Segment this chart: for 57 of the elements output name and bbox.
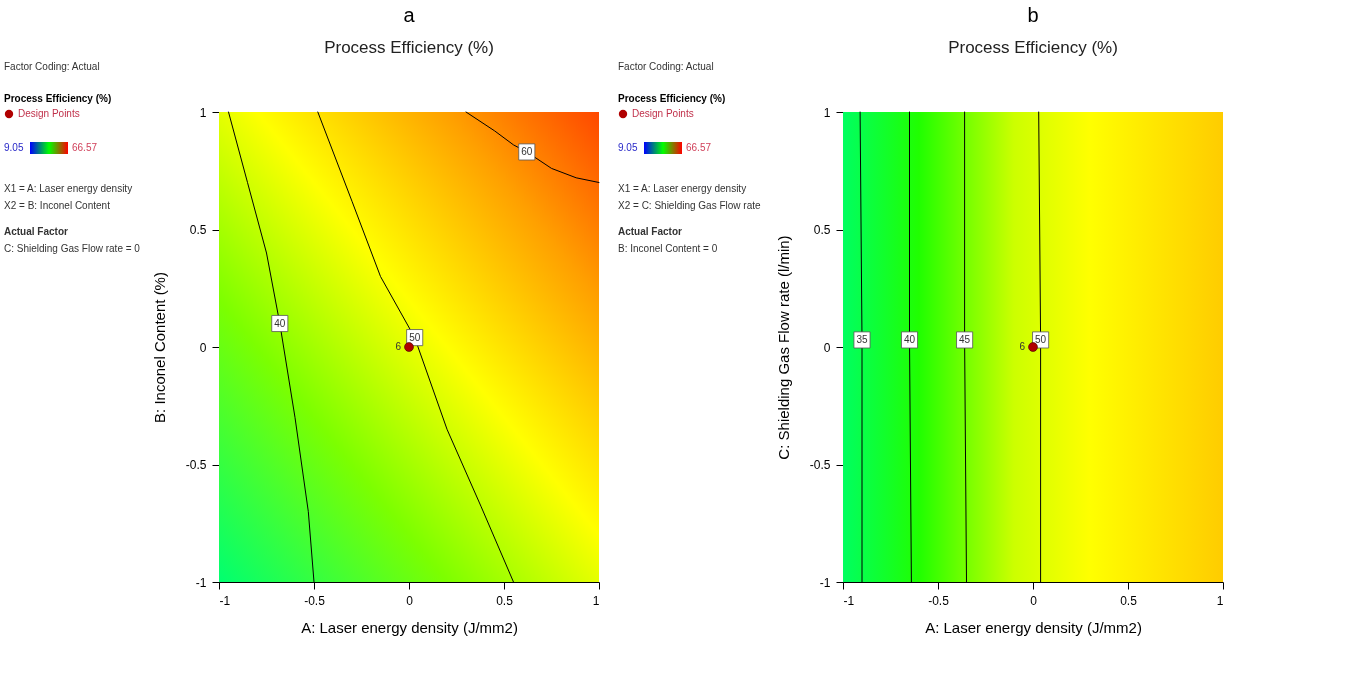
y-tick-label: 0.5 xyxy=(189,223,207,237)
series-label: 50 xyxy=(409,331,421,343)
y-tick-label: -0.5 xyxy=(809,458,831,472)
x-axis-title: A: Laser energy density (J/mm2) xyxy=(925,618,1142,636)
text: 66.57 xyxy=(686,142,712,153)
line-series xyxy=(465,111,600,183)
y-tick-label: -1 xyxy=(195,575,207,590)
legend-label: Design Points xyxy=(632,108,694,119)
x-tick-label: 0 xyxy=(406,593,414,608)
text: Actual Factor xyxy=(618,226,683,237)
text: X1 = A: Laser energy density xyxy=(618,183,747,194)
series-label: 40 xyxy=(903,333,916,345)
text: 9.05 xyxy=(4,142,24,153)
text: 66.57 xyxy=(72,142,98,153)
y-tick-label: 1 xyxy=(823,105,831,120)
text: Factor Coding: Actual xyxy=(4,61,100,72)
series-label: 40 xyxy=(274,317,286,329)
text: Factor Coding: Actual xyxy=(618,61,714,72)
chart-title: b xyxy=(1027,4,1039,26)
x-tick-label: -1 xyxy=(843,593,855,608)
series-label: 50 xyxy=(1035,333,1047,345)
legend-title: Process Efficiency (%) xyxy=(4,93,112,104)
text: X2 = C: Shielding Gas Flow rate xyxy=(618,200,762,211)
text: B: Inconel Content = 0 xyxy=(618,243,718,254)
legend-label: Design Points xyxy=(18,108,80,119)
x-tick-label: 0.5 xyxy=(1120,593,1138,608)
series-label: 60 xyxy=(521,145,533,157)
text: 9.05 xyxy=(618,142,638,153)
y-tick-label: 1 xyxy=(199,105,207,120)
chart-subtitle: Process Efficiency (%) xyxy=(948,38,1118,57)
x-tick-label: 0.5 xyxy=(496,593,514,608)
x-tick-label: -0.5 xyxy=(304,593,326,608)
chart-subtitle: Process Efficiency (%) xyxy=(324,38,494,57)
chart-title: a xyxy=(403,4,416,26)
x-tick-label: -0.5 xyxy=(928,593,950,608)
text: X2 = B: Inconel Content xyxy=(4,200,111,211)
text: Actual Factor xyxy=(4,226,69,237)
y-axis-title: C: Shielding Gas Flow rate (l/min) xyxy=(774,235,792,460)
x-tick-label: -1 xyxy=(219,593,231,608)
y-axis-title: B: Inconel Content (%) xyxy=(150,272,168,423)
text: X1 = A: Laser energy density xyxy=(4,183,133,194)
y-tick-label: -1 xyxy=(819,575,831,590)
legend-title: Process Efficiency (%) xyxy=(618,93,726,104)
y-tick-label: 0 xyxy=(823,340,831,355)
point xyxy=(404,342,414,352)
annotation: 6 xyxy=(1019,341,1026,352)
x-axis-title: A: Laser energy density (J/mm2) xyxy=(301,618,518,636)
x-tick-label: 0 xyxy=(1030,593,1038,608)
text: C: Shielding Gas Flow rate = 0 xyxy=(4,243,141,254)
series-label: 45 xyxy=(959,333,971,345)
x-tick-label: 1 xyxy=(1216,593,1224,608)
y-tick-label: -0.5 xyxy=(185,458,207,472)
x-tick-label: 1 xyxy=(592,593,600,608)
y-tick-label: 0 xyxy=(199,340,207,355)
series-label: 35 xyxy=(856,333,868,345)
annotation: 6 xyxy=(395,341,402,352)
y-tick-label: 0.5 xyxy=(813,223,831,237)
